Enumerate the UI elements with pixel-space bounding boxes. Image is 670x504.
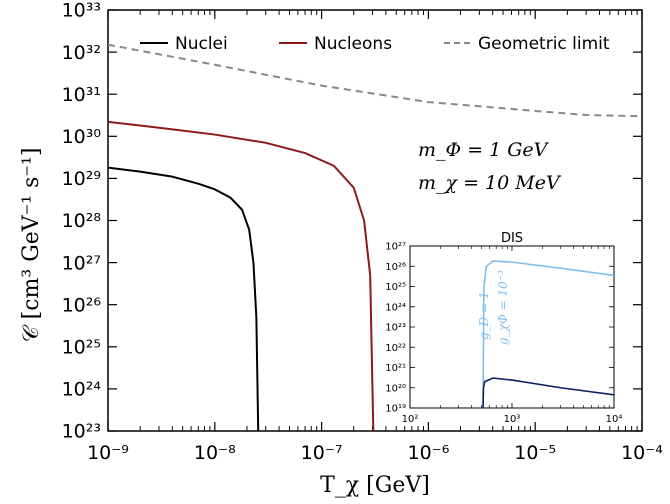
inset-title: DIS <box>501 231 523 246</box>
inset-label-gd: g_D = 1 <box>477 291 491 340</box>
x-axis-label: T_χ [GeV] <box>320 473 430 498</box>
x-tick-label: 10⁻⁵ <box>514 442 556 464</box>
y-tick-label: 10²⁵ <box>385 282 406 293</box>
y-tick-label: 10³³ <box>62 0 101 22</box>
legend-label-geometric-limit: Geometric limit <box>478 34 610 54</box>
inset-plot-frame <box>409 245 615 409</box>
main-ticks: 10⁻⁹ 10⁻⁸ 10⁻⁷ 10⁻⁶ 10⁻⁵ 10⁻⁴ 10²³ 10²⁴ 10²⁵ 10²⁶… <box>62 0 664 464</box>
y-tick-label: 10²³ <box>385 323 406 334</box>
series-line-1-1 <box>482 377 614 408</box>
x-tick-label: 10⁻⁹ <box>87 442 129 464</box>
legend-label-nuclei: Nuclei <box>175 34 228 54</box>
y-tick-label: 10²¹ <box>385 363 406 374</box>
x-tick-label: 10⁻⁷ <box>301 442 343 464</box>
series-line-0-1 <box>108 120 375 431</box>
annotation-m-phi: m_Φ = 1 GeV <box>418 139 550 161</box>
x-tick-label: 10³ <box>504 414 521 425</box>
x-tick-label: 10⁻⁴ <box>621 442 663 464</box>
y-tick-label: 10³² <box>62 42 101 64</box>
y-tick-label: 10²⁴ <box>62 379 102 401</box>
y-tick-label: 10²⁶ <box>385 262 406 273</box>
y-tick-label: 10²⁴ <box>385 302 406 313</box>
inset-ticks: 10² 10³ 10⁴ 10¹⁹ 10²⁰ 10²¹ 10²² 10²³ 10²⁴ 10²⁵ 10²… <box>385 242 622 426</box>
inset-label-gchiphi: g_χΦ = 10⁻³ <box>496 270 510 345</box>
x-tick-label: 10² <box>402 414 419 425</box>
y-axis-label: 𝒞 [cm³ GeV⁻¹ s⁻¹] <box>19 148 44 343</box>
x-tick-label: 10⁻⁶ <box>407 442 449 464</box>
series-line-0-2 <box>108 43 642 118</box>
inset-series <box>482 260 614 408</box>
x-tick-label: 10⁴ <box>606 414 623 425</box>
y-tick-label: 10²⁵ <box>62 336 101 358</box>
annotation-m-chi: m_χ = 10 MeV <box>418 172 562 194</box>
y-tick-label: 10²⁹ <box>62 168 101 190</box>
y-tick-label: 10²⁶ <box>62 294 101 316</box>
y-tick-label: 10²⁷ <box>62 252 101 274</box>
legend-label-nucleons: Nucleons <box>314 34 392 54</box>
series-line-0-0 <box>108 166 260 431</box>
y-tick-label: 10²² <box>385 343 406 354</box>
y-tick-label: 10²³ <box>62 421 101 443</box>
legend: Nuclei Nucleons Geometric limit <box>140 34 610 54</box>
y-tick-label: 10³¹ <box>62 84 101 106</box>
y-tick-label: 10²⁰ <box>385 383 406 394</box>
x-tick-label: 10⁻⁸ <box>194 442 236 464</box>
main-series <box>108 43 642 431</box>
y-tick-label: 10¹⁹ <box>385 404 406 415</box>
y-tick-label: 10²⁷ <box>385 242 406 253</box>
y-tick-label: 10²⁸ <box>62 210 101 232</box>
series-line-1-0 <box>482 260 614 408</box>
y-tick-label: 10³⁰ <box>62 126 101 148</box>
